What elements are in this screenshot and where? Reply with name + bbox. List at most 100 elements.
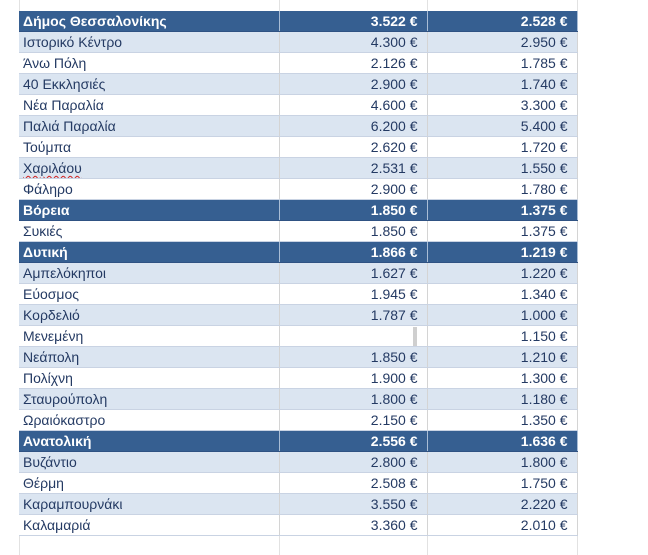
price-cell-col2[interactable]: 1.750 € [427,472,578,494]
table-row: Εύοσμος 1.945 €1.340 € [19,283,578,305]
price-cell-col2[interactable]: 2.528 € [427,11,578,32]
price-cell-col1[interactable] [279,325,428,347]
group-name-cell[interactable]: Δυτική [19,241,280,263]
price-cell-col1[interactable]: 3.522 € [279,11,428,32]
table-row: Θέρμη 2.508 €1.750 € [19,472,578,494]
price-cell-col2[interactable]: 2.220 € [427,493,578,515]
price-cell-col1[interactable]: 4.600 € [279,94,428,116]
area-name: Θέρμη [23,475,64,491]
table-body: Δήμος Θεσσαλονίκης 3.522 €2.528 € Ιστορικό… [19,11,578,536]
area-name: Φάληρο [23,181,73,197]
table-row: Σταυρούπολη 1.800 €1.180 € [19,388,578,410]
price-cell-col1[interactable]: 1.900 € [279,367,428,389]
area-name-cell[interactable]: Πολίχνη [19,367,280,389]
price-cell-col1[interactable]: 2.900 € [279,178,428,200]
area-name-cell[interactable]: Κορδελιό [19,304,280,326]
area-name-cell[interactable]: Χαριλάου [19,157,280,179]
area-name-cell[interactable]: Παλιά Παραλία [19,115,280,137]
group-name-cell[interactable]: Δήμος Θεσσαλονίκης [19,11,280,32]
price-cell-col1[interactable]: 1.866 € [279,241,428,263]
area-name: Νέα Παραλία [23,97,104,113]
group-name-cell[interactable]: Ανατολική [19,430,280,452]
area-name-cell[interactable]: Μενεμένη [19,325,280,347]
area-name: Ωραιόκαστρο [23,412,106,428]
price-cell-col2[interactable]: 1.150 € [427,325,578,347]
price-cell-col1[interactable]: 3.360 € [279,514,428,536]
area-name: Τούμπα [23,139,72,155]
price-cell-col1[interactable]: 3.550 € [279,493,428,515]
price-cell-col2[interactable]: 1.300 € [427,367,578,389]
table-row: Χαριλάου 2.531 €1.550 € [19,157,578,179]
price-cell-col2[interactable]: 1.000 € [427,304,578,326]
price-cell-col2[interactable]: 1.550 € [427,157,578,179]
price-cell-col2[interactable]: 1.340 € [427,283,578,305]
area-name-cell[interactable]: Άνω Πόλη [19,52,280,74]
area-name: Χαριλάου [23,160,82,176]
price-cell-col2[interactable]: 3.300 € [427,94,578,116]
group-header-row: Βόρεια 1.850 €1.375 € [19,199,578,221]
table-row: Βυζάντιο 2.800 €1.800 € [19,451,578,473]
area-name-cell[interactable]: Νέα Παραλία [19,94,280,116]
price-cell-col1[interactable]: 2.900 € [279,73,428,95]
price-cell-col1[interactable]: 1.787 € [279,304,428,326]
price-cell-col2[interactable]: 1.220 € [427,262,578,284]
area-name-cell[interactable]: Συκιές [19,220,280,242]
price-cell-col2[interactable]: 1.180 € [427,388,578,410]
area-name: Ιστορικό Κέντρο [23,34,123,50]
price-cell-col1[interactable]: 1.800 € [279,388,428,410]
area-name-cell[interactable]: Καλαμαριά [19,514,280,536]
price-cell-col1[interactable]: 2.620 € [279,136,428,158]
price-cell-col2[interactable]: 2.950 € [427,31,578,53]
price-cell-col1[interactable]: 2.508 € [279,472,428,494]
area-name-cell[interactable]: Τούμπα [19,136,280,158]
table-row: Πολίχνη 1.900 €1.300 € [19,367,578,389]
price-cell-col1[interactable]: 2.556 € [279,430,428,452]
area-name-cell[interactable]: Σταυρούπολη [19,388,280,410]
price-cell-col1[interactable]: 2.150 € [279,409,428,431]
area-name-cell[interactable]: Αμπελόκηποι [19,262,280,284]
price-cell-col1[interactable]: 1.850 € [279,220,428,242]
area-name: Κορδελιό [23,307,80,323]
price-cell-col2[interactable]: 1.219 € [427,241,578,263]
table-row: Άνω Πόλη 2.126 €1.785 € [19,52,578,74]
area-name-cell[interactable]: Φάληρο [19,178,280,200]
area-name-cell[interactable]: Θέρμη [19,472,280,494]
price-cell-col2[interactable]: 1.375 € [427,220,578,242]
price-cell-col2[interactable]: 1.720 € [427,136,578,158]
table-row: Τούμπα 2.620 €1.720 € [19,136,578,158]
price-cell-col2[interactable]: 1.210 € [427,346,578,368]
price-cell-col1[interactable]: 1.945 € [279,283,428,305]
table-row: Νέα Παραλία 4.600 €3.300 € [19,94,578,116]
area-name-cell[interactable]: Βυζάντιο [19,451,280,473]
area-name-cell[interactable]: Ωραιόκαστρο [19,409,280,431]
price-cell-col2[interactable]: 1.740 € [427,73,578,95]
price-cell-col1[interactable]: 2.531 € [279,157,428,179]
price-cell-col1[interactable]: 1.627 € [279,262,428,284]
area-name-cell[interactable]: 40 Εκκλησιές [19,73,280,95]
area-name: Συκιές [23,223,63,239]
group-name-cell[interactable]: Βόρεια [19,199,280,221]
area-name-cell[interactable]: Εύοσμος [19,283,280,305]
group-header-row: Ανατολική 2.556 €1.636 € [19,430,578,452]
price-cell-col2[interactable]: 1.350 € [427,409,578,431]
price-cell-col1[interactable]: 4.300 € [279,31,428,53]
price-cell-col2[interactable]: 5.400 € [427,115,578,137]
price-cell-col1[interactable]: 6.200 € [279,115,428,137]
price-cell-col2[interactable]: 2.010 € [427,514,578,536]
table-row: Συκιές 1.850 €1.375 € [19,220,578,242]
price-cell-col2[interactable]: 1.375 € [427,199,578,221]
price-cell-col1[interactable]: 2.126 € [279,52,428,74]
price-cell-col1[interactable]: 2.800 € [279,451,428,473]
price-cell-col2[interactable]: 1.800 € [427,451,578,473]
area-name-cell[interactable]: Ιστορικό Κέντρο [19,31,280,53]
price-cell-col2[interactable]: 1.636 € [427,430,578,452]
table-row: Αμπελόκηποι 1.627 €1.220 € [19,262,578,284]
price-cell-col1[interactable]: 1.850 € [279,346,428,368]
area-name-cell[interactable]: Καραμπουρνάκι [19,493,280,515]
price-cell-col2[interactable]: 1.785 € [427,52,578,74]
price-cell-col1[interactable]: 1.850 € [279,199,428,221]
area-name: Δήμος Θεσσαλονίκης [23,13,167,29]
price-cell-col2[interactable]: 1.780 € [427,178,578,200]
area-name-cell[interactable]: Νεάπολη [19,346,280,368]
area-name: Πολίχνη [23,370,73,386]
